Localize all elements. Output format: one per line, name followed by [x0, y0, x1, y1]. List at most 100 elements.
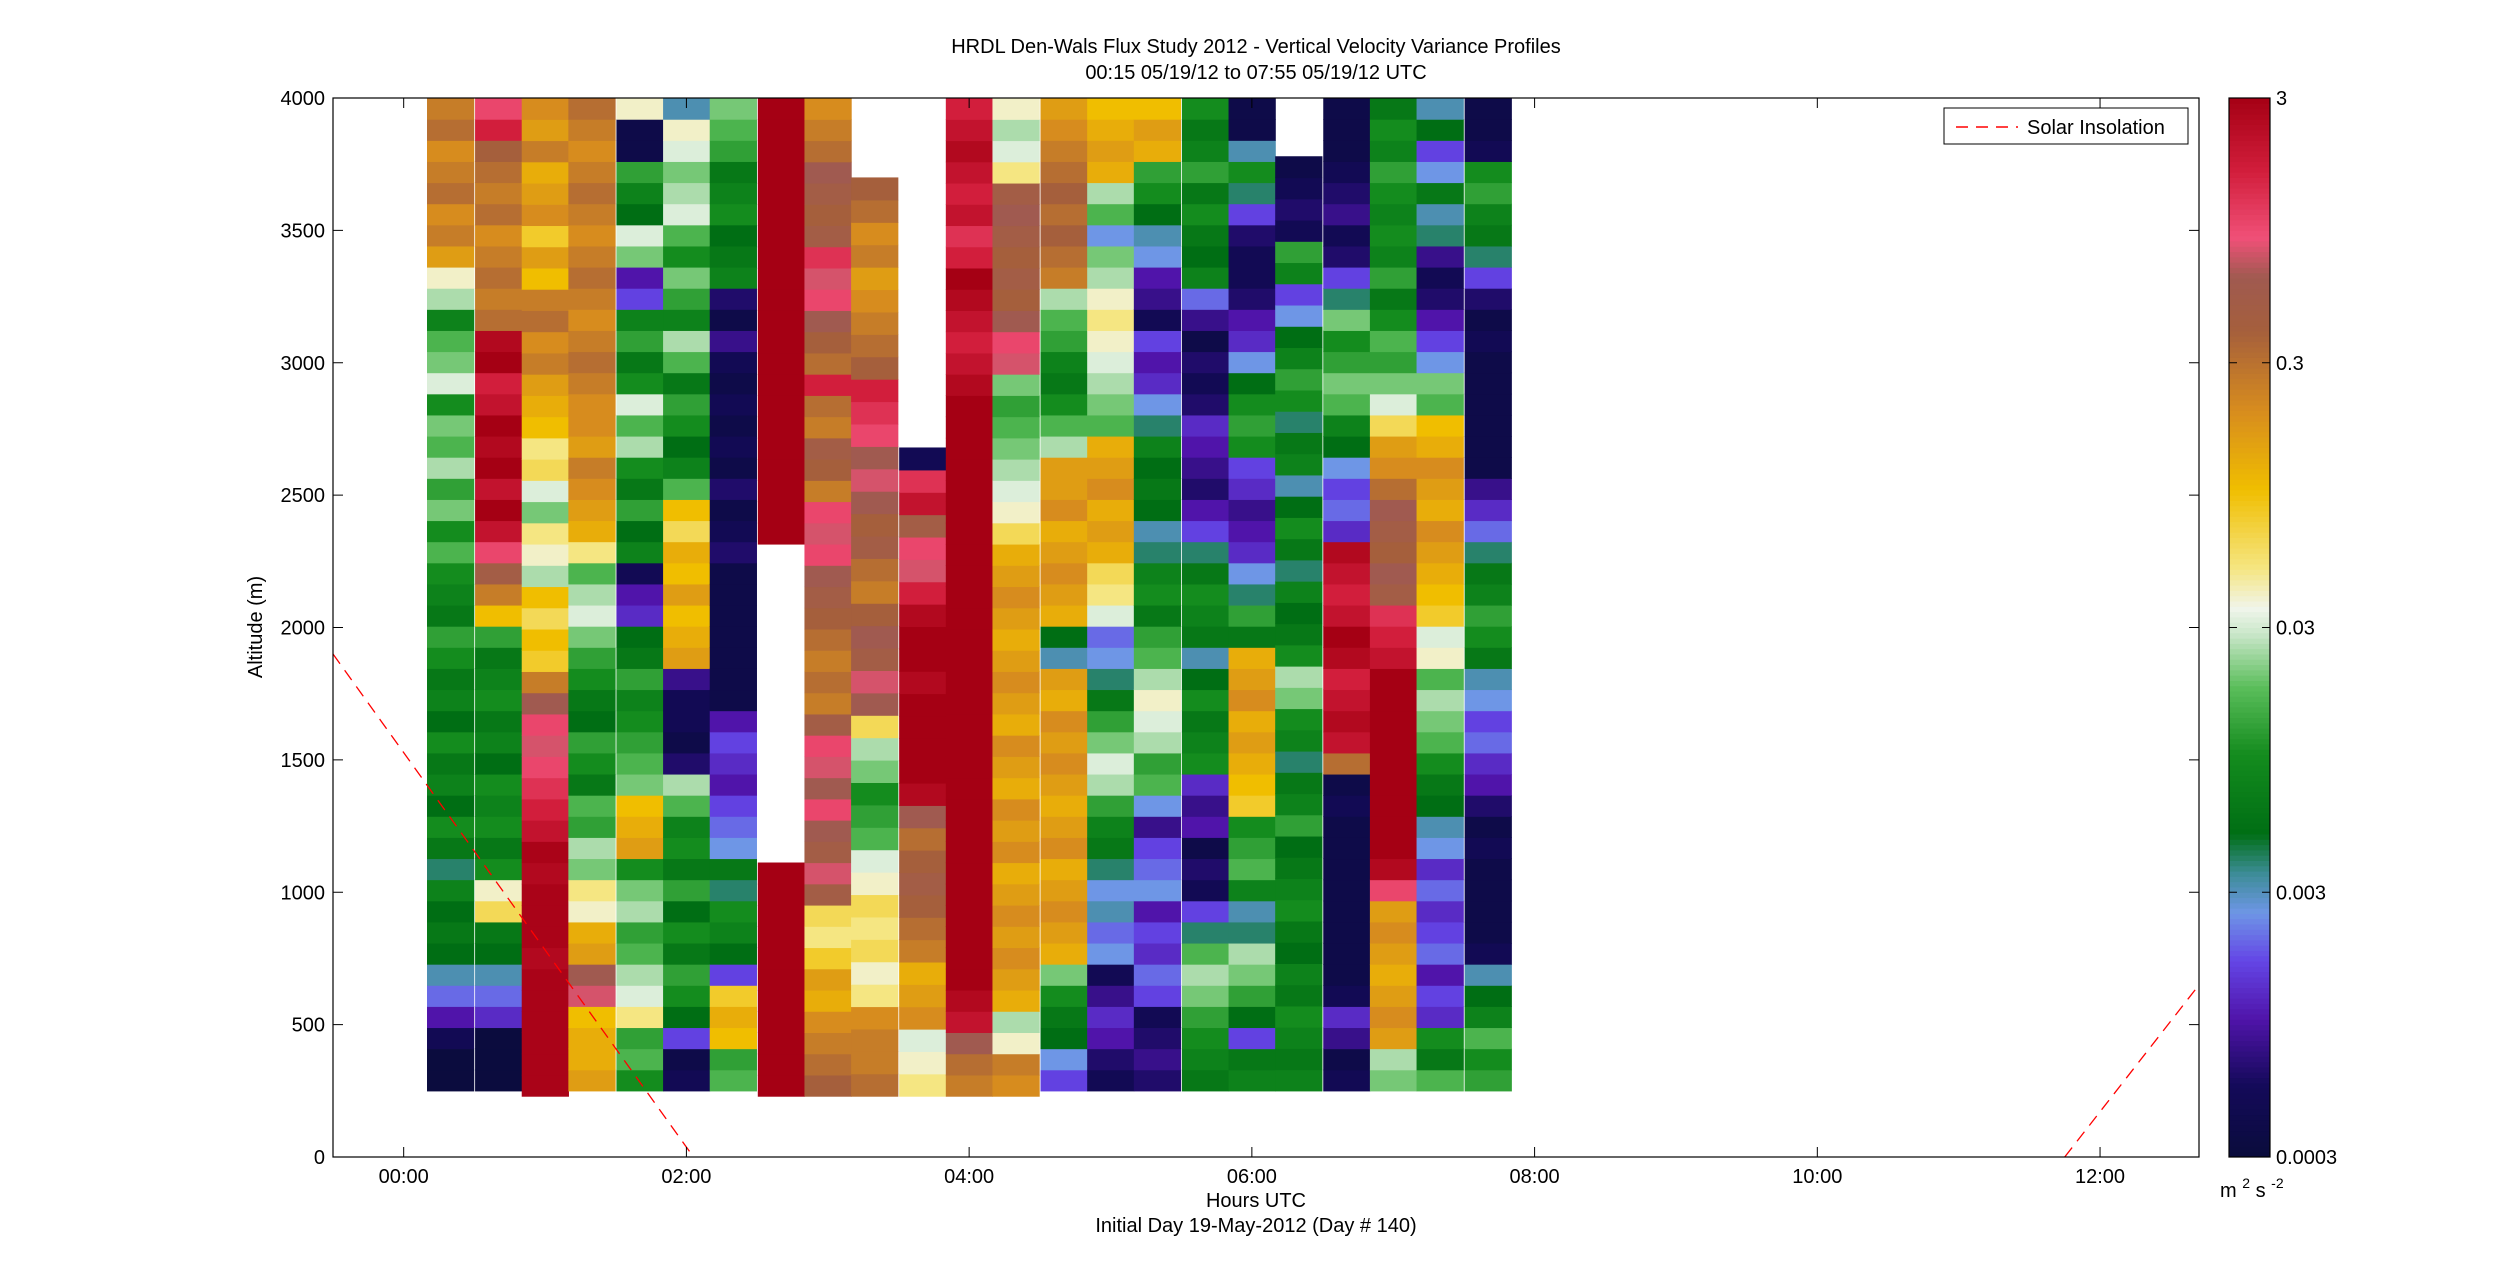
heatmap-cell	[899, 894, 947, 918]
heatmap-cell	[427, 626, 475, 648]
heatmap-cell	[1133, 499, 1182, 522]
heatmap-cell	[709, 942, 757, 965]
heatmap-cell	[851, 961, 899, 985]
heatmap-cell	[663, 288, 711, 310]
heatmap-cell	[1087, 773, 1135, 796]
heatmap-cell	[1369, 1027, 1418, 1050]
heatmap-cell	[1416, 224, 1464, 247]
heatmap-cell	[992, 1074, 1040, 1097]
heatmap-cell	[1087, 1006, 1135, 1029]
heatmap-cell	[1181, 224, 1230, 247]
colorbar-band	[2229, 1014, 2270, 1020]
heatmap-cell	[804, 862, 852, 885]
heatmap-cell	[709, 372, 757, 395]
heatmap-cell	[521, 692, 569, 715]
heatmap-cell	[945, 119, 994, 142]
heatmap-cell	[568, 98, 616, 120]
heatmap-cell	[1416, 1006, 1464, 1029]
colorbar-band	[2229, 394, 2270, 401]
heatmap-cell	[1464, 541, 1512, 564]
heatmap-cell	[1323, 647, 1371, 669]
heatmap-cell	[616, 731, 664, 754]
heatmap-cell	[1464, 816, 1512, 838]
heatmap-cell	[804, 98, 852, 120]
heatmap-cell	[1228, 1027, 1276, 1050]
heatmap-cell	[757, 204, 806, 227]
heatmap-cell	[851, 446, 899, 470]
colorbar-band	[2229, 436, 2270, 443]
heatmap-cell	[851, 782, 899, 806]
heatmap-cell	[851, 423, 899, 447]
heatmap-cell	[757, 480, 806, 503]
heatmap-cell	[851, 513, 899, 537]
heatmap-cell	[945, 692, 994, 715]
heatmap-cell	[899, 536, 947, 560]
heatmap-cell	[521, 543, 569, 566]
profile-column	[663, 98, 711, 1092]
heatmap-cell	[521, 862, 569, 885]
heatmap-cell	[804, 459, 852, 481]
colorbar-band	[2229, 796, 2270, 803]
heatmap-cell	[475, 900, 523, 923]
heatmap-cell	[475, 858, 523, 881]
heatmap-cell	[1275, 283, 1323, 306]
heatmap-cell	[1228, 161, 1276, 184]
solar-insolation-line-evening	[2064, 984, 2199, 1157]
heatmap-cell	[851, 647, 899, 671]
heatmap-cell	[475, 1069, 523, 1092]
heatmap-cell	[1323, 520, 1371, 543]
heatmap-cell	[1275, 793, 1323, 816]
heatmap-cell	[1275, 963, 1323, 986]
heatmap-cell	[616, 942, 664, 965]
heatmap-cell	[804, 650, 852, 672]
heatmap-cell	[1464, 520, 1512, 543]
colorbar-band	[2229, 924, 2270, 930]
heatmap-cell	[1087, 288, 1135, 310]
heatmap-cell	[475, 288, 523, 310]
colorbar-band	[2229, 225, 2270, 231]
heatmap-cell	[521, 416, 569, 439]
colorbar-band	[2229, 511, 2270, 517]
heatmap-cell	[1181, 879, 1230, 902]
colorbar-band	[2229, 590, 2270, 597]
heatmap-cell	[757, 140, 806, 163]
heatmap-cell	[899, 984, 947, 1008]
heatmap-cell	[521, 565, 569, 588]
heatmap-cell	[427, 457, 475, 479]
heatmap-cell	[475, 266, 523, 289]
heatmap-cell	[1133, 942, 1182, 965]
colorbar-band	[2229, 616, 2270, 623]
x-tick-label: 02:00	[661, 1166, 711, 1188]
heatmap-cell	[1087, 795, 1135, 817]
heatmap-cell	[663, 1048, 711, 1071]
heatmap-cell	[1416, 520, 1464, 543]
heatmap-cell	[616, 393, 664, 416]
heatmap-cell	[899, 872, 947, 896]
colorbar-band	[2229, 579, 2270, 586]
heatmap-cell	[475, 1048, 523, 1071]
heatmap-cell	[427, 921, 475, 944]
colorbar-band	[2229, 1141, 2270, 1147]
profile-column	[1181, 98, 1230, 1092]
heatmap-cell	[1369, 773, 1418, 796]
heatmap-cell	[1323, 668, 1371, 691]
heatmap-cell	[709, 330, 757, 353]
colorbar-band	[2229, 1114, 2270, 1121]
heatmap-cell	[1323, 330, 1371, 353]
heatmap-cell	[992, 182, 1040, 205]
heatmap-cell	[1416, 964, 1464, 986]
colorbar-band	[2229, 1061, 2270, 1068]
heatmap-cell	[804, 543, 852, 566]
heatmap-cell	[992, 98, 1040, 120]
heatmap-cell	[1369, 1069, 1418, 1092]
colorbar-band	[2229, 421, 2270, 427]
heatmap-cell	[804, 395, 852, 418]
heatmap-cell	[427, 964, 475, 986]
heatmap-cell	[427, 541, 475, 564]
heatmap-cell	[851, 804, 899, 828]
colorbar-band	[2229, 1093, 2270, 1100]
heatmap-cell	[1275, 857, 1323, 880]
heatmap-cell	[1323, 309, 1371, 331]
heatmap-cell	[475, 689, 523, 712]
heatmap-cell	[992, 204, 1040, 227]
